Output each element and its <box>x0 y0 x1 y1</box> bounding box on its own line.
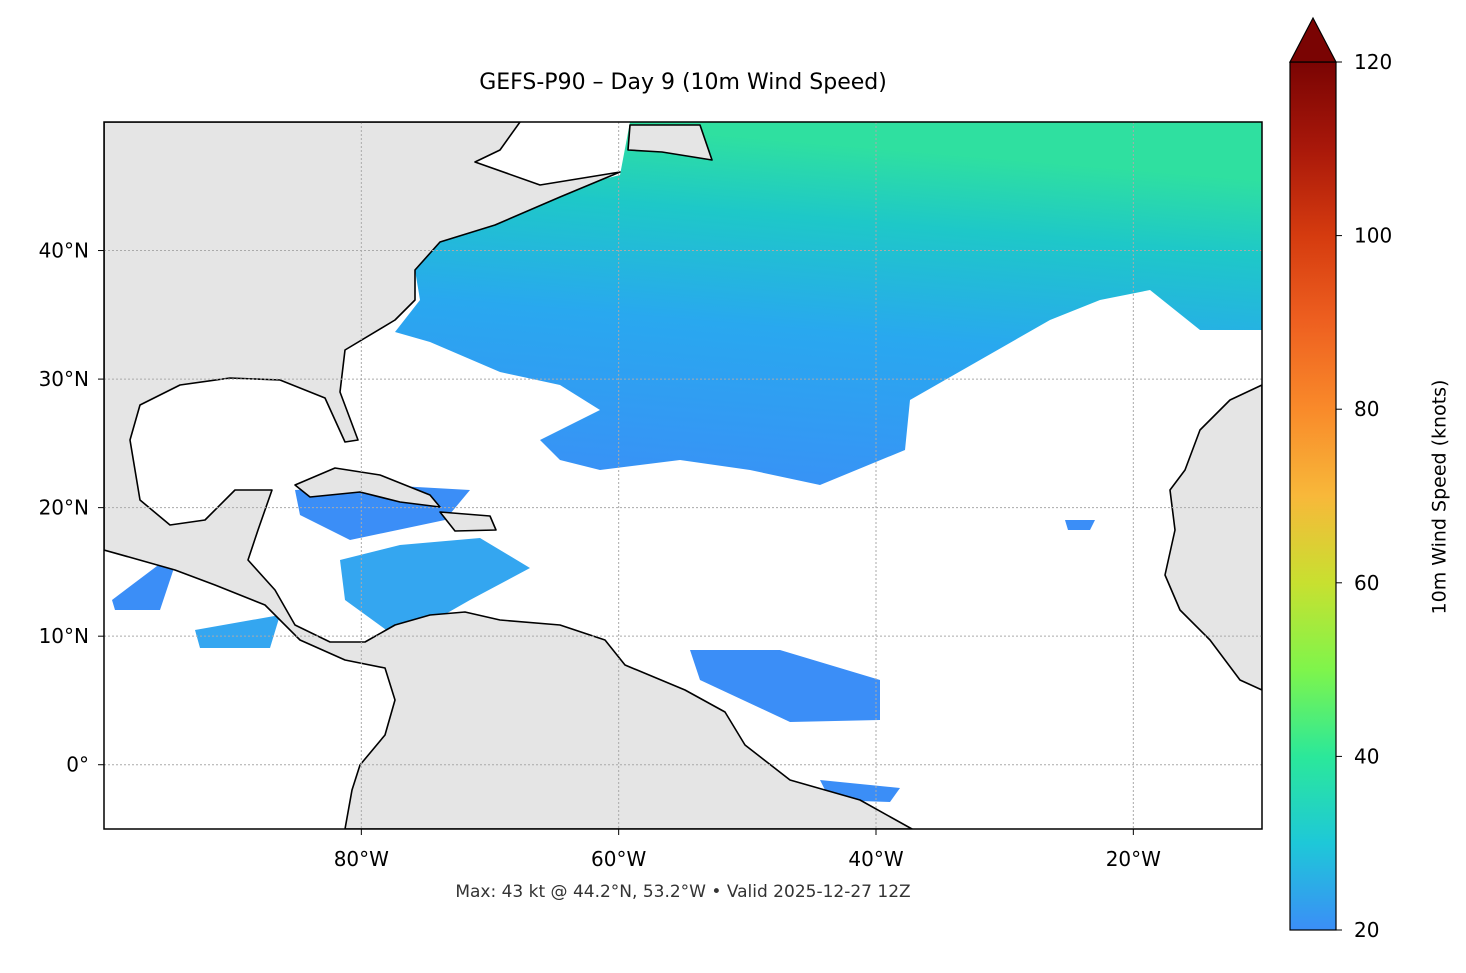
africa <box>1164 384 1262 691</box>
x-tick-label: 40°W <box>848 847 903 871</box>
colorbar-tick-label: 60 <box>1354 571 1379 595</box>
colorbar-extend <box>1289 16 1337 63</box>
wind-region <box>195 615 280 648</box>
y-tick-label: 20°N <box>39 496 89 520</box>
colorbar-tick-label: 40 <box>1354 744 1379 768</box>
y-tick-label: 0° <box>66 753 89 777</box>
americas <box>104 122 913 829</box>
x-tick-label: 80°W <box>334 847 389 871</box>
axes-ticks: 80°W 60°W 40°W 20°W 0° 10°N 20°N 30°N 40°N <box>39 239 1162 871</box>
wind-region <box>690 650 880 722</box>
colorbar-tick-label: 80 <box>1354 397 1379 421</box>
map-frame <box>103 121 1263 830</box>
wind-region <box>340 538 530 640</box>
colorbar-tick-label: 100 <box>1354 224 1392 248</box>
map-title: GEFS-P90 – Day 9 (10m Wind Speed) <box>479 70 887 95</box>
colorbar-tick-label: 120 <box>1354 50 1392 74</box>
gridlines <box>104 122 1262 829</box>
annotation: Max: 43 kt @ 44.2°N, 53.2°W • Valid 2025… <box>455 882 910 902</box>
wind-region <box>112 560 175 610</box>
newfoundland <box>627 124 713 161</box>
land <box>104 122 1262 829</box>
y-tick-label: 30°N <box>39 367 89 391</box>
map-area <box>104 122 1262 829</box>
y-tick-label: 10°N <box>39 624 89 648</box>
wind-region <box>395 122 1262 485</box>
colorbar-ramp <box>1289 61 1337 931</box>
hispaniola <box>439 511 497 532</box>
cuba <box>294 467 441 508</box>
wind-region <box>1065 520 1095 530</box>
wind-field <box>112 122 1262 802</box>
x-tick-label: 20°W <box>1106 847 1161 871</box>
colorbar-label: 10m Wind Speed (knots) <box>1429 380 1451 615</box>
y-tick-label: 40°N <box>39 239 89 263</box>
colorbar: 10m Wind Speed (knots) 20 40 60 80 100 120 <box>1289 16 1451 942</box>
colorbar-tick-label: 20 <box>1354 918 1379 942</box>
x-tick-label: 60°W <box>591 847 646 871</box>
